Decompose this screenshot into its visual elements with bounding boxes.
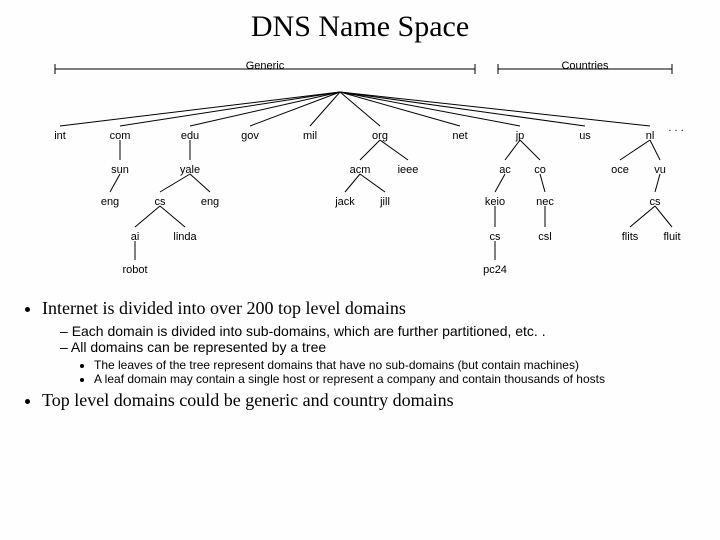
node-linda: linda [173,231,196,243]
tld-gov: gov [241,130,259,142]
node-cs1: cs [155,196,166,208]
tld-nl: nl [646,130,655,142]
node-jack: jack [335,196,355,208]
node-ieee: ieee [398,164,419,176]
bullet-l2: Each domain is divided into sub-domains,… [60,323,700,339]
node-eng1: eng [101,196,119,208]
bullet-l1: Top level domains could be generic and c… [42,390,700,411]
tld-edu: edu [181,130,199,142]
node-robot: robot [122,264,147,276]
node-jill: jill [380,196,390,208]
tld-com: com [110,130,131,142]
tld-net: net [452,130,467,142]
node-ac: ac [499,164,511,176]
node-yale: yale [180,164,200,176]
header-label: Countries [561,60,608,72]
header-label: Generic [246,60,285,72]
tld-int: int [54,130,66,142]
tld-org: org [372,130,388,142]
bullet-list: Internet is divided into over 200 top le… [20,298,700,411]
node-csl: csl [538,231,551,243]
node-keio: keio [485,196,505,208]
node-vu: vu [654,164,666,176]
bullet-l3: A leaf domain may contain a single host … [94,372,700,386]
node-sun: sun [111,164,129,176]
ellipsis: . . . [668,122,683,134]
node-acm: acm [350,164,371,176]
node-cs3: cs [650,196,661,208]
node-fluit: fluit [663,231,680,243]
node-oce: oce [611,164,629,176]
node-flits: flits [622,231,639,243]
tld-jp: jp [516,130,525,142]
node-ai: ai [131,231,140,243]
tld-mil: mil [303,130,317,142]
node-eng2: eng [201,196,219,208]
node-pc24: pc24 [483,264,507,276]
node-nec: nec [536,196,554,208]
node-co: co [534,164,546,176]
bullet-l1: Internet is divided into over 200 top le… [42,298,700,386]
node-cs2: cs [490,231,501,243]
bullet-l3: The leaves of the tree represent domains… [94,358,700,372]
tld-us: us [579,130,591,142]
bullet-l2: All domains can be represented by a tree… [60,339,700,386]
dns-tree-diagram: Generic Countries int com edu gov mil org net jp u… [40,52,680,292]
page-title: DNS Name Space [20,10,700,44]
